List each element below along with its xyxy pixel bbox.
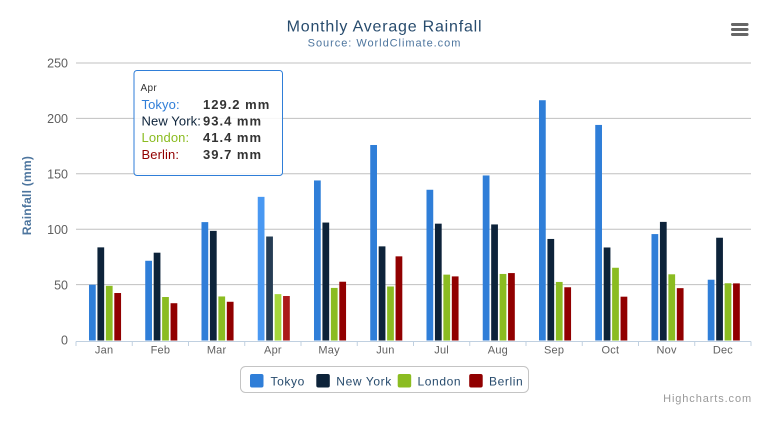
svg-text:200: 200 xyxy=(47,112,68,126)
svg-text:93.4 mm: 93.4 mm xyxy=(203,114,262,129)
svg-text:Highcharts.com: Highcharts.com xyxy=(663,393,752,405)
svg-text:129.2 mm: 129.2 mm xyxy=(203,97,270,112)
svg-text:London:: London: xyxy=(142,130,190,145)
svg-text:100: 100 xyxy=(47,223,68,237)
svg-text:London: London xyxy=(418,375,462,389)
svg-text:New York:: New York: xyxy=(142,114,201,129)
svg-text:Sep: Sep xyxy=(544,345,564,357)
svg-text:Monthly Average Rainfall: Monthly Average Rainfall xyxy=(287,19,483,36)
svg-text:Berlin: Berlin xyxy=(489,375,523,389)
svg-text:41.4 mm: 41.4 mm xyxy=(203,130,262,145)
svg-text:Nov: Nov xyxy=(657,345,677,357)
svg-text:250: 250 xyxy=(47,57,68,71)
svg-text:New York: New York xyxy=(336,375,392,389)
svg-text:Jun: Jun xyxy=(376,345,394,357)
svg-text:Oct: Oct xyxy=(602,345,620,357)
svg-text:Aug: Aug xyxy=(488,345,508,357)
svg-text:Apr: Apr xyxy=(264,345,282,357)
svg-text:150: 150 xyxy=(47,168,68,182)
svg-text:39.7 mm: 39.7 mm xyxy=(203,147,262,162)
svg-text:Apr: Apr xyxy=(141,83,158,94)
svg-text:Jul: Jul xyxy=(434,345,449,357)
svg-text:Berlin:: Berlin: xyxy=(142,147,180,162)
svg-text:50: 50 xyxy=(54,278,68,292)
svg-text:0: 0 xyxy=(61,334,68,348)
svg-text:Dec: Dec xyxy=(713,345,733,357)
svg-text:Jan: Jan xyxy=(95,345,113,357)
svg-text:Mar: Mar xyxy=(207,345,227,357)
svg-text:Tokyo:: Tokyo: xyxy=(142,97,180,112)
svg-text:Rainfall (mm): Rainfall (mm) xyxy=(20,156,34,235)
svg-text:Feb: Feb xyxy=(151,345,171,357)
svg-text:May: May xyxy=(318,345,340,357)
svg-text:Tokyo: Tokyo xyxy=(271,375,305,389)
svg-text:Source: WorldClimate.com: Source: WorldClimate.com xyxy=(308,38,462,50)
